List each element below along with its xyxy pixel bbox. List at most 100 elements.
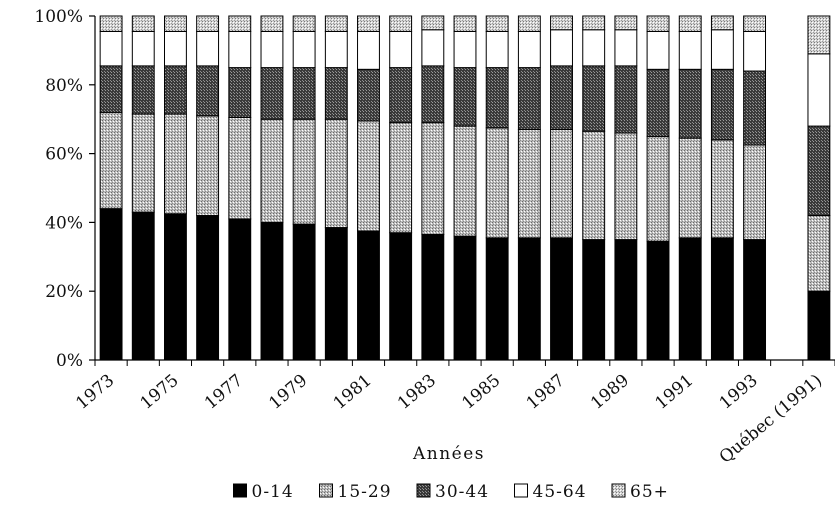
x-tick-label: 1991 xyxy=(651,371,697,414)
bar-segment-15-29-1990 xyxy=(646,135,670,242)
legend-swatch xyxy=(233,483,247,498)
bar-segment-65+-1979 xyxy=(292,15,316,32)
bar-segment-65+-1975 xyxy=(164,15,187,32)
legend-item-65+: 65+ xyxy=(611,482,668,502)
y-tick-label: 0% xyxy=(56,351,83,371)
bar-segment-15-29-1976 xyxy=(196,115,220,217)
bar-segment-30-44-Qubec1991 xyxy=(807,125,831,217)
legend-label: 0-14 xyxy=(252,482,294,502)
bar-segment-65+-1989 xyxy=(614,15,638,31)
x-tick-label: 1987 xyxy=(523,371,569,414)
y-tick-label: 20% xyxy=(45,282,83,302)
bar-segment-45-64-1990 xyxy=(646,30,670,70)
legend: 0-14 15-29 30-44 45-64 65+ xyxy=(233,482,668,502)
y-tick-label: 40% xyxy=(45,213,83,233)
bar-segment-45-64-1993 xyxy=(743,30,767,72)
bar-segment-15-29-1992 xyxy=(710,139,734,239)
bar-segment-0-14-1993 xyxy=(743,239,767,361)
bar-segment-0-14-1992 xyxy=(710,237,734,361)
bar-segment-30-44-1983 xyxy=(421,65,445,124)
bar-segment-65+-1988 xyxy=(582,15,606,31)
bar-segment-45-64-1986 xyxy=(517,30,541,69)
y-tick-label: 60% xyxy=(45,145,83,165)
bar-segment-45-64-1977 xyxy=(228,30,252,69)
bar-segment-0-14-1977 xyxy=(228,218,252,361)
bar-segment-65+-1978 xyxy=(260,15,284,32)
bar-segment-0-14-1985 xyxy=(485,237,509,361)
legend-item-45-64: 45-64 xyxy=(514,482,586,502)
x-tick-label: 1981 xyxy=(330,371,376,414)
bar-segment-15-29-1986 xyxy=(517,129,541,239)
bar-segment-0-14-1982 xyxy=(389,232,413,361)
y-tick-label: 100% xyxy=(34,7,83,27)
bar-segment-0-14-1983 xyxy=(421,233,445,361)
bar-segment-30-44-1989 xyxy=(614,65,638,134)
x-tick-label: 1973 xyxy=(72,371,118,414)
bar-segment-15-29-1977 xyxy=(228,116,252,220)
legend-swatch xyxy=(611,483,626,498)
bar-segment-30-44-1980 xyxy=(324,67,348,120)
bar-segment-0-14-1984 xyxy=(453,235,477,361)
bar-segment-45-64-1991 xyxy=(678,30,702,70)
bar-segment-45-64-1974 xyxy=(131,30,155,67)
bar-segment-65+-1993 xyxy=(743,15,767,32)
bar-segment-45-64-1973 xyxy=(99,30,123,67)
bar-segment-15-29-1983 xyxy=(421,122,445,235)
bar-segment-65+-1977 xyxy=(228,15,252,32)
bar-segment-30-44-1979 xyxy=(292,67,316,120)
bar-segment-0-14-1980 xyxy=(324,227,348,361)
bar-segment-65+-1986 xyxy=(517,15,541,32)
bar-segment-0-14-1979 xyxy=(292,223,316,361)
bar-segment-30-44-1975 xyxy=(164,65,187,115)
x-tick-label: 1979 xyxy=(265,371,311,414)
legend-item-15-29: 15-29 xyxy=(319,482,392,502)
bar-segment-15-29-1984 xyxy=(453,125,477,237)
bar-segment-15-29-1982 xyxy=(389,122,413,234)
bar-segment-65+-1973 xyxy=(99,15,123,32)
y-tick-label: 80% xyxy=(45,76,83,96)
bar-segment-0-14-1988 xyxy=(582,239,606,361)
bar-segment-30-44-1978 xyxy=(260,67,284,120)
bar-segment-30-44-1986 xyxy=(517,67,541,131)
x-tick-label: 1985 xyxy=(458,371,504,414)
bar-segment-65+-1983 xyxy=(421,15,445,31)
bar-segment-45-64-1987 xyxy=(550,29,573,67)
bar-segment-45-64-1976 xyxy=(196,30,220,67)
bar-segment-65+-1992 xyxy=(710,15,734,31)
bar-segment-45-64-1981 xyxy=(357,30,380,70)
legend-label: 15-29 xyxy=(338,482,392,502)
bar-segment-15-29-1988 xyxy=(582,130,606,241)
x-axis-title: Années xyxy=(412,444,485,464)
bar-segment-0-14-1975 xyxy=(164,213,187,361)
bar-segment-0-14-1973 xyxy=(99,208,123,361)
bar-segment-30-44-1991 xyxy=(678,68,702,139)
bar-segment-15-29-1978 xyxy=(260,118,284,223)
bar-segment-45-64-1988 xyxy=(582,29,606,67)
bar-segment-0-14-1974 xyxy=(131,211,155,361)
bar-segment-65+-1980 xyxy=(324,15,348,32)
bar-segment-15-29-1993 xyxy=(743,144,767,241)
bar-segment-15-29-Qubec1991 xyxy=(807,215,831,292)
bar-segment-30-44-1981 xyxy=(357,68,380,122)
bar-segment-65+-1976 xyxy=(196,15,220,32)
legend-item-0-14: 0-14 xyxy=(233,482,294,502)
bar-segment-0-14-1981 xyxy=(357,230,380,361)
bar-segment-30-44-1990 xyxy=(646,68,670,137)
bar-segment-45-64-1992 xyxy=(710,29,734,70)
bar-segment-15-29-1985 xyxy=(485,127,509,239)
bar-segment-15-29-1980 xyxy=(324,118,348,229)
bar-segment-30-44-1988 xyxy=(582,65,606,132)
bar-segment-0-14-1986 xyxy=(517,237,541,361)
bar-segment-15-29-1989 xyxy=(614,132,638,241)
bar-segment-15-29-1974 xyxy=(131,113,155,213)
bar-segment-65+-1991 xyxy=(678,15,702,32)
bar-segment-30-44-1984 xyxy=(453,67,477,127)
bar-segment-30-44-1985 xyxy=(485,67,509,129)
bar-segment-0-14-1987 xyxy=(550,237,573,361)
bar-segment-15-29-1979 xyxy=(292,118,316,225)
bar-segment-45-64-1989 xyxy=(614,29,638,67)
legend-swatch xyxy=(514,483,528,498)
bar-segment-65+-1982 xyxy=(389,15,413,32)
bar-segment-0-14-1978 xyxy=(260,221,284,361)
